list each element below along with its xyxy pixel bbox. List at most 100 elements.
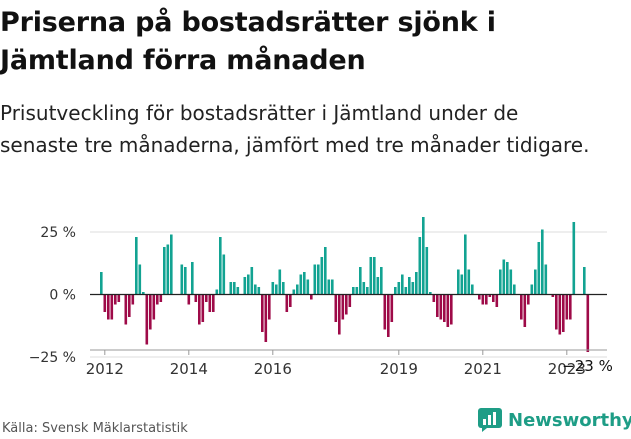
bar [569, 294, 572, 320]
bar [268, 294, 271, 320]
bar [303, 272, 306, 295]
bar [142, 292, 145, 295]
bar [418, 237, 422, 295]
bar [369, 257, 373, 295]
y-tick-label: 0 % [49, 288, 76, 304]
brand-logo[interactable]: Newsworthy [478, 408, 631, 432]
brand-name: Newsworthy [508, 409, 631, 431]
page-subtitle: Prisutveckling för bostadsrätter i Jämtl… [0, 101, 590, 157]
bar [401, 274, 404, 295]
bar [306, 279, 310, 295]
bar [334, 294, 338, 322]
bar [450, 294, 453, 325]
bar [324, 247, 327, 295]
bar [124, 294, 128, 325]
bar [327, 279, 331, 295]
bar [394, 287, 397, 295]
x-tick-label: 2019 [380, 360, 418, 378]
bar [534, 269, 537, 295]
bar [205, 294, 208, 302]
bar [383, 294, 387, 330]
bar [506, 262, 509, 295]
bar [404, 287, 408, 295]
bar [376, 277, 380, 295]
bar [429, 292, 432, 295]
bar [348, 294, 352, 307]
bar [257, 287, 261, 295]
bar [166, 244, 170, 295]
bar [471, 284, 474, 295]
bar [317, 264, 320, 295]
bar [558, 294, 562, 335]
bar [149, 294, 152, 330]
bar [264, 294, 268, 342]
bar [432, 294, 436, 302]
bar [366, 287, 369, 295]
bar [310, 294, 313, 300]
bar [362, 282, 366, 295]
bar [583, 267, 586, 295]
bar [555, 294, 558, 330]
bar [110, 294, 114, 320]
bar [492, 294, 495, 302]
bar [586, 294, 590, 352]
source-note: Källa: Svensk Mäklarstatistik [2, 421, 188, 436]
bar [191, 262, 194, 295]
bar [289, 294, 292, 307]
bar [201, 294, 205, 322]
bar [131, 294, 135, 305]
bar [467, 269, 471, 295]
bar [261, 294, 264, 332]
bar [562, 294, 565, 332]
bar [152, 294, 156, 320]
bar [411, 282, 415, 295]
bar [352, 287, 355, 295]
bar [282, 282, 285, 295]
bar [499, 269, 502, 295]
bar [208, 294, 212, 312]
bar [117, 294, 121, 302]
y-tick-label: 25 % [40, 225, 76, 241]
bar [488, 294, 492, 297]
bar [163, 247, 166, 295]
bar [509, 269, 513, 295]
bar [236, 287, 240, 295]
bar-chart: 25 % 0 % −25 % 2012 2014 2016 2019 2021 2023−23 … [29, 217, 613, 378]
bar [408, 277, 411, 295]
y-tick-label: −25 % [29, 350, 76, 366]
bar [194, 294, 198, 302]
bar [513, 284, 516, 295]
bar [520, 294, 523, 320]
bar [523, 294, 527, 327]
bar [425, 247, 429, 295]
page-title: Priserna på bostadsrätter sjönk i Jämtla… [0, 7, 496, 76]
bar [233, 282, 236, 295]
x-tick-label: 2023 [548, 360, 586, 378]
bar [243, 277, 247, 295]
bar [345, 294, 348, 315]
bar [551, 294, 555, 297]
x-tick-label: 2021 [464, 360, 502, 378]
bar [544, 264, 548, 295]
bar [390, 294, 394, 322]
bar [278, 269, 282, 295]
bar [145, 294, 149, 345]
bar [530, 284, 534, 295]
bar [320, 257, 324, 295]
bar [170, 234, 173, 295]
bar [387, 294, 390, 337]
bar [541, 229, 544, 295]
bar [296, 284, 299, 295]
bar [128, 294, 131, 317]
bar [415, 272, 418, 295]
bar [222, 254, 226, 295]
bar [247, 274, 250, 295]
bar [135, 237, 138, 295]
last-value-label: −23 % [562, 357, 613, 375]
bar [565, 294, 569, 320]
bar [275, 284, 278, 295]
bar [187, 294, 191, 305]
bar [478, 294, 481, 300]
bar [481, 294, 485, 305]
bar [446, 294, 450, 327]
